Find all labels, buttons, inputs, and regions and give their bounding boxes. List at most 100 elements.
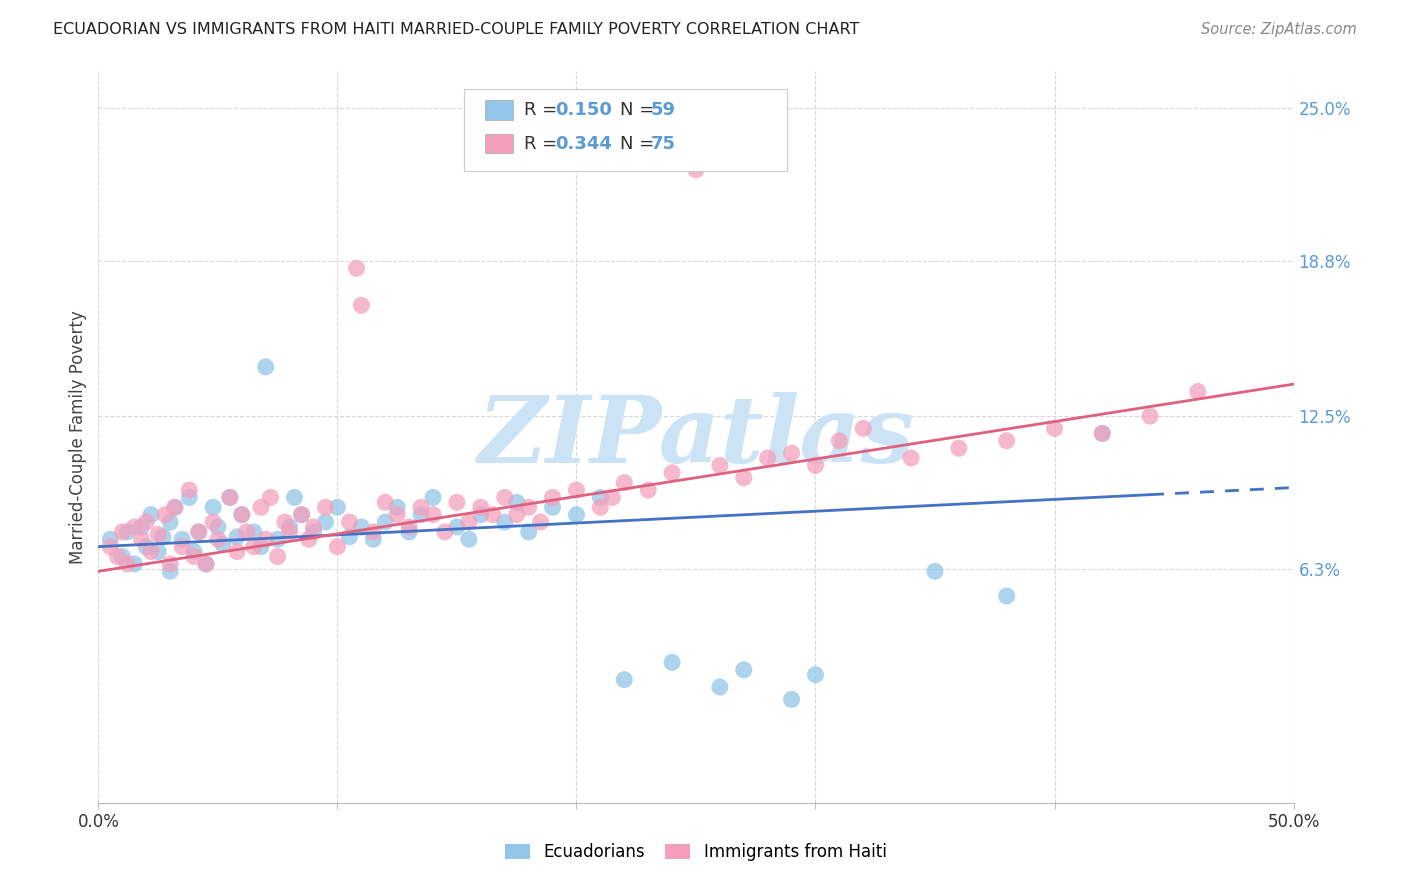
Point (339, 515, 361, 529)
Legend: Ecuadorians, Immigrants from Haiti: Ecuadorians, Immigrants from Haiti (499, 837, 893, 868)
Text: R =: R = (524, 101, 564, 119)
Point (259, 491, 281, 505)
Point (211, 537, 233, 551)
Point (159, 564, 181, 578)
Point (183, 544, 205, 558)
Point (494, 515, 516, 529)
Point (363, 524, 385, 539)
Point (900, 450, 922, 465)
Point (254, 533, 277, 547)
Point (315, 515, 337, 529)
Point (481, 508, 505, 522)
Point (243, 540, 266, 554)
Point (131, 533, 153, 547)
Point (159, 557, 181, 571)
Point (207, 533, 229, 547)
Point (411, 508, 433, 522)
Point (565, 508, 588, 522)
Point (291, 508, 314, 522)
Point (139, 544, 162, 558)
Point (339, 530, 361, 544)
Point (1187, 384, 1209, 399)
Point (613, 475, 636, 490)
Point (1091, 426, 1114, 441)
Point (187, 524, 209, 539)
Point (148, 527, 170, 541)
Point (111, 549, 134, 564)
Point (458, 533, 481, 547)
Point (235, 524, 257, 539)
Point (219, 491, 242, 505)
Point (422, 491, 444, 505)
Text: ECUADORIAN VS IMMIGRANTS FROM HAITI MARRIED-COUPLE FAMILY POVERTY CORRELATION CH: ECUADORIAN VS IMMIGRANTS FROM HAITI MARR… (53, 22, 860, 37)
Point (589, 500, 612, 515)
Point (179, 483, 201, 497)
Point (172, 533, 194, 547)
Point (326, 540, 349, 554)
Point (756, 450, 779, 465)
Point (733, 663, 755, 677)
Point (202, 500, 225, 515)
Point (446, 495, 468, 509)
Point (179, 491, 201, 505)
Text: 0.150: 0.150 (555, 101, 612, 119)
Point (661, 656, 683, 670)
Point (274, 515, 297, 529)
Point (98, 540, 122, 554)
Point (172, 540, 194, 554)
Point (231, 508, 253, 522)
Point (709, 458, 731, 473)
Point (852, 421, 875, 435)
Text: 75: 75 (651, 135, 676, 153)
Point (637, 483, 659, 497)
Point (374, 495, 396, 509)
Point (780, 692, 803, 706)
Point (187, 524, 209, 539)
Point (506, 508, 529, 522)
Point (517, 500, 540, 515)
Point (107, 549, 129, 564)
Text: ZIPatlas: ZIPatlas (478, 392, 914, 482)
Point (115, 557, 138, 571)
Point (924, 564, 946, 578)
Point (602, 491, 624, 505)
Point (685, 162, 707, 177)
Point (148, 544, 170, 558)
Point (124, 520, 146, 534)
Point (350, 520, 373, 534)
Point (494, 491, 516, 505)
Point (1139, 409, 1161, 424)
Point (163, 500, 186, 515)
Point (159, 515, 181, 529)
Text: 59: 59 (651, 101, 676, 119)
Point (589, 491, 612, 505)
Point (804, 458, 827, 473)
Point (434, 524, 457, 539)
Point (346, 261, 368, 276)
Point (219, 491, 242, 505)
Point (115, 524, 138, 539)
Point (804, 667, 827, 681)
Point (350, 298, 373, 312)
Point (231, 508, 253, 522)
Point (135, 515, 157, 529)
Point (155, 508, 177, 522)
Point (780, 446, 803, 460)
Point (195, 557, 218, 571)
Point (302, 524, 325, 539)
Text: R =: R = (524, 135, 564, 153)
Text: Source: ZipAtlas.com: Source: ZipAtlas.com (1201, 22, 1357, 37)
Point (226, 530, 249, 544)
Point (183, 549, 205, 564)
Point (267, 533, 290, 547)
Point (152, 530, 174, 544)
Point (374, 515, 396, 529)
Point (315, 500, 337, 515)
Point (385, 500, 409, 515)
Point (195, 557, 218, 571)
Point (250, 500, 273, 515)
Point (163, 500, 186, 515)
Point (278, 524, 301, 539)
Text: 0.344: 0.344 (555, 135, 612, 153)
Point (470, 508, 492, 522)
